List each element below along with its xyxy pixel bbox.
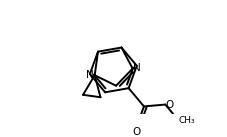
Text: CH₃: CH₃ [179, 116, 196, 125]
Text: O: O [166, 100, 174, 110]
Text: O: O [133, 127, 141, 137]
Text: N: N [133, 63, 141, 73]
Text: N: N [86, 70, 94, 80]
